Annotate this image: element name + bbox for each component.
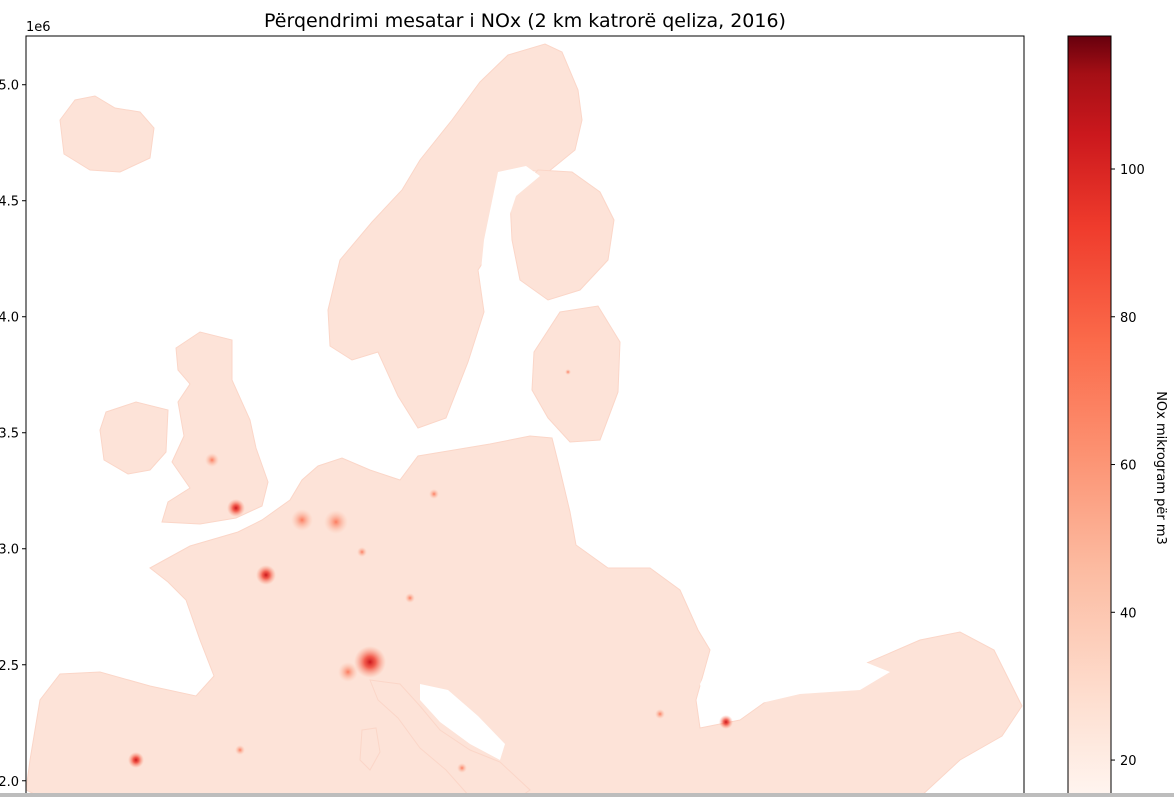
plot-frame [25, 35, 1025, 797]
y-tick-label: 3.5 [0, 427, 19, 442]
hotspot-munich [405, 593, 415, 603]
hotspot-ruhr [324, 510, 348, 534]
iceland [59, 95, 155, 173]
y-tick-label: 3.0 [0, 543, 19, 558]
y-tick-label: 2.0 [0, 775, 19, 790]
black-sea [700, 648, 890, 708]
colorbar-tick-label: 80 [1120, 311, 1137, 326]
colorbar-label: NOx mikrogram për m3 [1153, 391, 1168, 545]
sardinia [359, 727, 381, 771]
adriatic-sea [420, 684, 505, 760]
hotspot-barcelona [235, 745, 245, 755]
colorbar-tick-label: 100 [1120, 163, 1145, 178]
y-tick-label: 5.0 [0, 79, 19, 94]
hotspot-riga [565, 369, 571, 375]
y-tick-label: 4.5 [0, 195, 19, 210]
colorbar [1067, 35, 1112, 797]
colorbar-tick-label: 40 [1120, 606, 1137, 621]
hotspot-manchester [205, 453, 219, 467]
map-area [26, 43, 1023, 797]
baltic-states [531, 305, 621, 443]
ireland [99, 401, 169, 475]
hotspot-sofia [655, 709, 665, 719]
hotspot-naples [457, 763, 467, 773]
colorbar-ticks: 20 40 60 80 100 [1111, 163, 1145, 769]
chart-title: Përqendrimi mesatar i NOx (2 km katrorë … [264, 10, 786, 32]
colorbar-tick-label: 20 [1120, 754, 1137, 769]
y-tick-label: 4.0 [0, 311, 19, 326]
continental-europe [26, 435, 1023, 797]
pollution-hotspots [128, 369, 733, 773]
hotspot-frankfurt [357, 547, 367, 557]
hotspot-london [227, 499, 245, 517]
gulf-of-bothnia [480, 166, 540, 300]
hotspot-paris [256, 565, 276, 585]
hotspot-istanbul [719, 715, 733, 729]
finland [509, 169, 615, 301]
hotspot-benelux [291, 509, 313, 531]
y-axis-offset-label: 1e6 [26, 20, 51, 35]
hotspot-madrid [128, 752, 144, 768]
y-tick-label: 2.5 [0, 659, 19, 674]
hotspot-berlin [429, 489, 439, 499]
hotspot-milan [354, 646, 386, 678]
water-bodies [420, 166, 890, 760]
y-axis-ticks: 5.0 4.5 4.0 3.5 3.0 2.5 2.0 [0, 79, 26, 790]
bottom-scrollbar[interactable] [0, 793, 1174, 797]
colorbar-tick-label: 60 [1120, 459, 1137, 474]
land-masses [26, 43, 1023, 797]
hotspot-turin [338, 662, 358, 682]
great-britain [161, 331, 269, 525]
